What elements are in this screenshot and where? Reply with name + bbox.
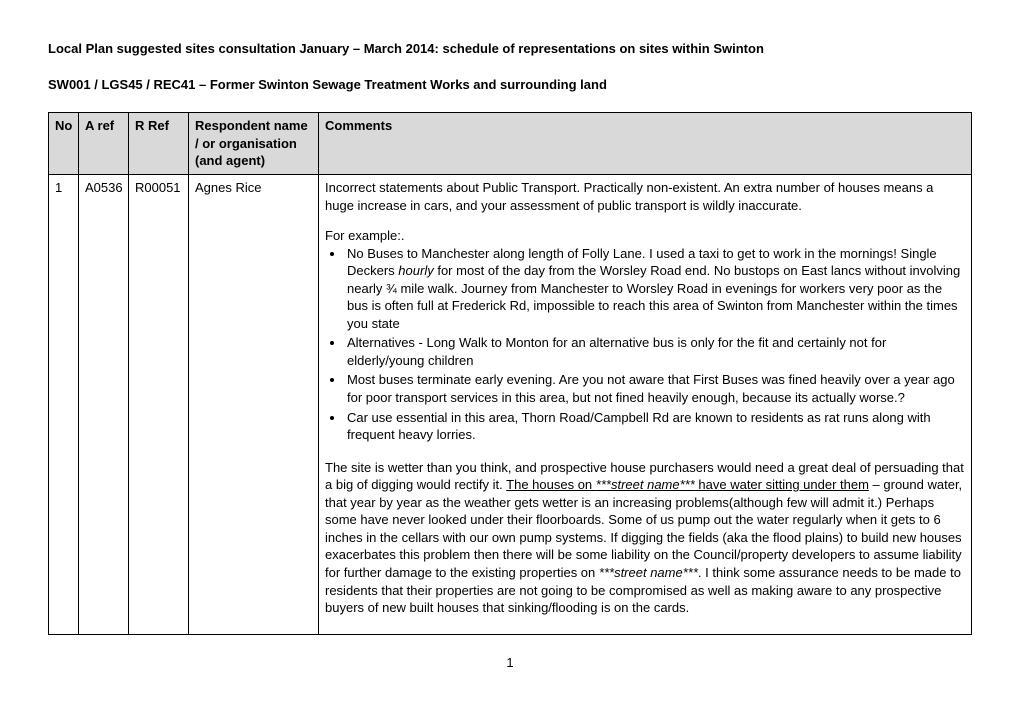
table-header-row: No A ref R Ref Respondent name / or orga… bbox=[49, 113, 972, 175]
col-header-rref: R Ref bbox=[129, 113, 189, 175]
cell-name: Agnes Rice bbox=[189, 175, 319, 635]
comments-closing: The site is wetter than you think, and p… bbox=[325, 459, 965, 617]
cell-aref: A0536 bbox=[79, 175, 129, 635]
page-number: 1 bbox=[48, 655, 972, 670]
representations-table: No A ref R Ref Respondent name / or orga… bbox=[48, 112, 972, 634]
col-header-aref: A ref bbox=[79, 113, 129, 175]
cell-no: 1 bbox=[49, 175, 79, 635]
list-item: Car use essential in this area, Thorn Ro… bbox=[345, 409, 965, 444]
list-item: No Buses to Manchester along length of F… bbox=[345, 245, 965, 333]
cell-rref: R00051 bbox=[129, 175, 189, 635]
closing-underline: The houses on ***street name*** have wat… bbox=[506, 477, 840, 492]
list-item: Alternatives - Long Walk to Monton for a… bbox=[345, 334, 965, 369]
bullet-text: for most of the day from the Worsley Roa… bbox=[347, 263, 960, 331]
closing-italic: ***street name*** bbox=[599, 565, 698, 580]
list-item: Most buses terminate early evening. Are … bbox=[345, 371, 965, 406]
col-header-name: Respondent name / or organisation (and a… bbox=[189, 113, 319, 175]
table-row: 1 A0536 R00051 Agnes Rice Incorrect stat… bbox=[49, 175, 972, 635]
page-subheading: SW001 / LGS45 / REC41 – Former Swinton S… bbox=[48, 76, 972, 94]
cell-comments: Incorrect statements about Public Transp… bbox=[319, 175, 972, 635]
closing-text: have water sitting under bbox=[695, 477, 840, 492]
bullet-italic: hourly bbox=[398, 263, 433, 278]
closing-underline: them bbox=[840, 477, 869, 492]
closing-text: The houses on bbox=[506, 477, 596, 492]
page-heading: Local Plan suggested sites consultation … bbox=[48, 40, 972, 58]
comments-bullets: No Buses to Manchester along length of F… bbox=[329, 245, 965, 444]
comments-intro: Incorrect statements about Public Transp… bbox=[325, 179, 965, 214]
col-header-comments: Comments bbox=[319, 113, 972, 175]
closing-italic: ***street name*** bbox=[596, 477, 695, 492]
comments-for-example: For example:. bbox=[325, 227, 965, 245]
col-header-no: No bbox=[49, 113, 79, 175]
